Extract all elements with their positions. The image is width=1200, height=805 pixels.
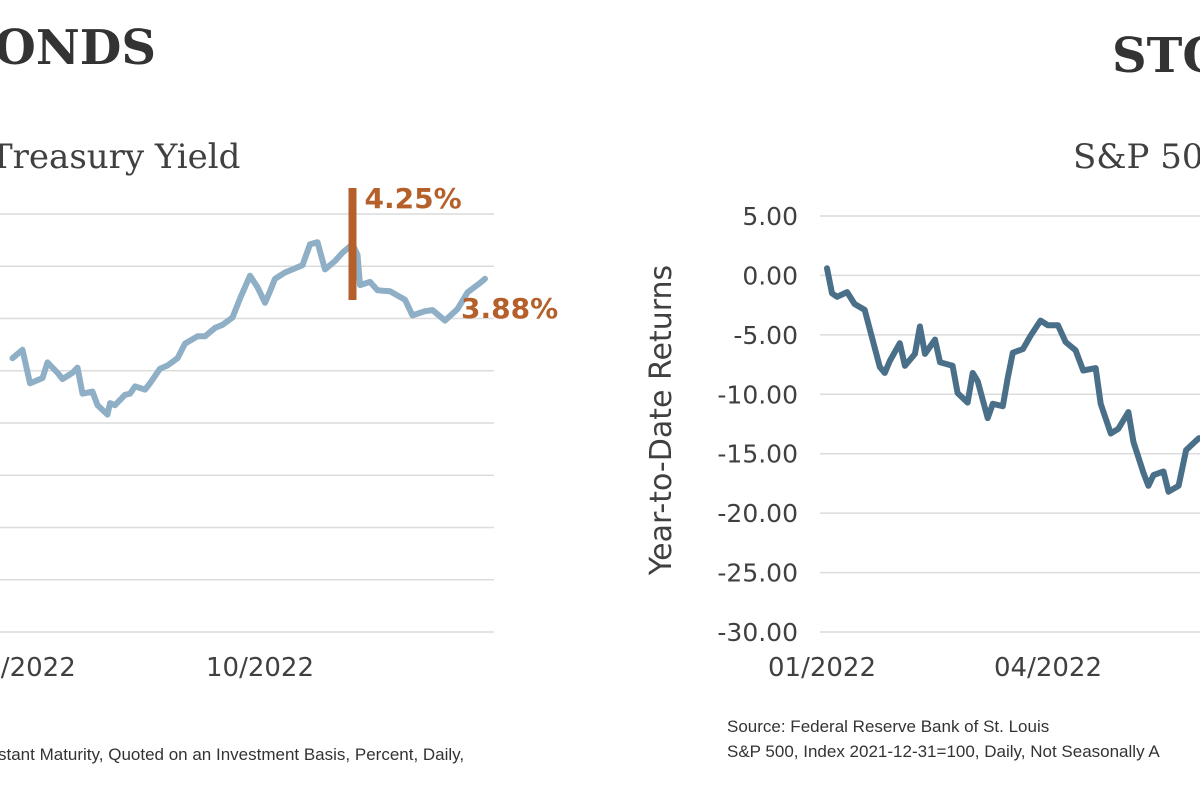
bonds-x-tick-label: 7/2022 <box>0 653 76 683</box>
bonds-x-axis-ticks: 7/2022 10/2022 <box>0 653 314 683</box>
stocks-y-tick-label: 0.00 <box>742 261 798 290</box>
stocks-y-tick-label: -10.00 <box>717 380 798 409</box>
stocks-source-note: Source: Federal Reserve Bank of St. Loui… <box>727 717 1049 736</box>
stocks-x-axis-ticks: 01/2022 04/2022 <box>768 653 1102 683</box>
sp500-returns-series-line <box>824 265 1200 495</box>
stocks-returns-chart: 5.00 0.00 -5.00 -10.00 -15.00 -20.00 -25.00 -30… <box>644 202 1200 683</box>
stocks-y-tick-label: -20.00 <box>717 499 798 528</box>
stocks-gridlines <box>820 215 1200 633</box>
stocks-chart-title: S&P 50 <box>1073 137 1200 177</box>
stocks-y-axis-label: Year-to-Date Returns <box>644 265 679 576</box>
bonds-chart-title: Treasury Yield <box>0 137 240 177</box>
yield-peak-label: 4.25% <box>365 182 462 215</box>
stocks-y-tick-label: -5.00 <box>733 321 798 350</box>
bonds-x-tick-label: 10/2022 <box>206 653 314 683</box>
bonds-yield-chart: 7/2022 10/2022 4.25% 3.88% <box>0 182 558 683</box>
stocks-x-tick-label: 04/2022 <box>994 653 1102 683</box>
stocks-y-tick-label: -15.00 <box>717 440 798 469</box>
stocks-section-heading: STO <box>1112 28 1200 84</box>
stocks-x-tick-label: 01/2022 <box>768 653 876 683</box>
stocks-y-tick-label: 5.00 <box>742 202 798 231</box>
bonds-yield-series-line <box>9 239 488 418</box>
bonds-source-note: stant Maturity, Quoted on an Investment … <box>0 745 464 764</box>
yield-peak-marker-bar <box>348 188 357 300</box>
stocks-y-tick-label: -25.00 <box>717 559 798 588</box>
stocks-y-axis-ticks: 5.00 0.00 -5.00 -10.00 -15.00 -20.00 -25.00 -30… <box>717 202 798 647</box>
stocks-series-note: S&P 500, Index 2021-12-31=100, Daily, No… <box>727 742 1160 761</box>
yield-latest-label: 3.88% <box>461 292 558 325</box>
bonds-section-heading: ONDS <box>0 20 156 76</box>
stocks-y-tick-label: -30.00 <box>717 618 798 647</box>
